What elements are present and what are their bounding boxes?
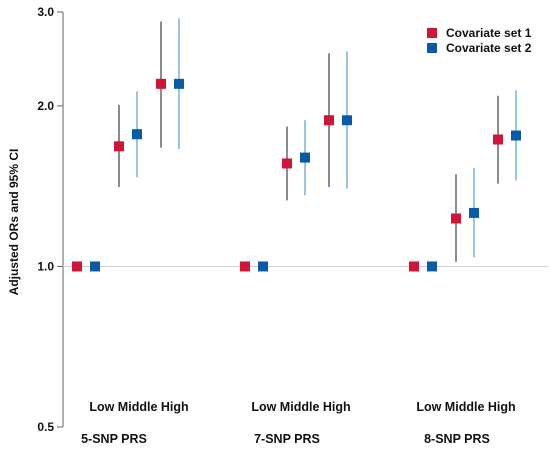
y-tick-label: 3.0: [37, 5, 54, 19]
y-axis-title: Adjusted ORs and 95% CI: [7, 149, 21, 296]
or-point-marker: [511, 130, 521, 141]
or-point-marker: [174, 78, 184, 89]
or-point-marker: [324, 115, 334, 126]
y-tick-label: 2.0: [37, 99, 54, 113]
or-point-marker: [469, 207, 479, 218]
or-point-marker: [427, 261, 437, 272]
group-label: 8-SNP PRS: [424, 432, 490, 446]
y-tick-label: 0.5: [37, 420, 54, 434]
legend-label: Covariate set 2: [446, 41, 532, 55]
legend-swatch: [427, 43, 437, 53]
group-label: 5-SNP PRS: [81, 432, 147, 446]
or-point-marker: [114, 141, 124, 152]
or-point-marker: [258, 261, 268, 272]
or-point-marker: [240, 261, 250, 272]
or-point-marker: [132, 129, 142, 140]
or-point-marker: [342, 115, 352, 126]
y-tick-label: 1.0: [37, 259, 54, 273]
legend-swatch: [427, 28, 437, 38]
or-point-marker: [156, 78, 166, 89]
category-labels: Low Middle High: [89, 400, 188, 414]
category-labels: Low Middle High: [251, 400, 350, 414]
or-point-marker: [90, 261, 100, 272]
or-point-marker: [72, 261, 82, 272]
or-point-marker: [451, 213, 461, 224]
category-labels: Low Middle High: [416, 400, 515, 414]
or-point-marker: [409, 261, 419, 272]
group-label: 7-SNP PRS: [254, 432, 320, 446]
or-point-marker: [493, 134, 503, 145]
or-point-marker: [282, 158, 292, 169]
or-point-marker: [300, 152, 310, 163]
legend-label: Covariate set 1: [446, 26, 532, 40]
